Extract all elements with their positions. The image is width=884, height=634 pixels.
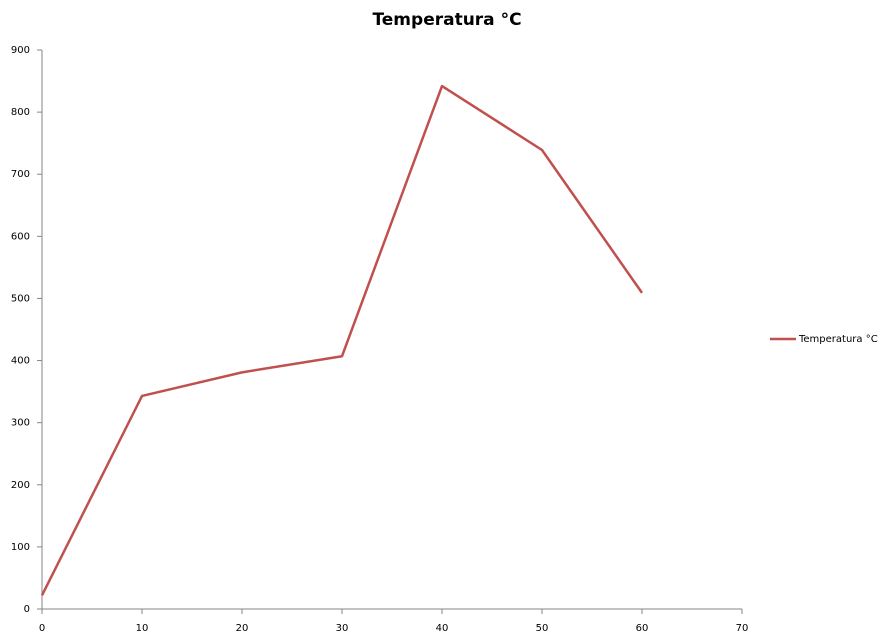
y-tick-label: 0 bbox=[24, 604, 30, 615]
y-tick-label: 600 bbox=[11, 231, 30, 242]
y-tick-label: 100 bbox=[11, 542, 30, 553]
x-tick-label: 10 bbox=[136, 623, 149, 634]
y-tick-label: 300 bbox=[11, 418, 30, 429]
x-tick-label: 30 bbox=[336, 623, 349, 634]
x-tick-label: 0 bbox=[39, 623, 45, 634]
data-line bbox=[40, 84, 644, 596]
y-tick-label: 900 bbox=[11, 45, 30, 56]
y-tick-label: 400 bbox=[11, 356, 30, 367]
x-tick-label: 60 bbox=[636, 623, 649, 634]
x-tick-label: 50 bbox=[536, 623, 549, 634]
y-tick-label: 800 bbox=[11, 107, 30, 118]
y-tick-label: 700 bbox=[11, 169, 30, 180]
legend-label: Temperatura °C bbox=[798, 334, 878, 345]
x-tick-label: 20 bbox=[236, 623, 249, 634]
y-tick-label: 200 bbox=[11, 480, 30, 491]
chart-title: Temperatura °C bbox=[372, 10, 521, 30]
y-tick-label: 500 bbox=[11, 293, 30, 304]
x-tick-label: 70 bbox=[736, 623, 749, 634]
x-tick-label: 40 bbox=[436, 623, 449, 634]
